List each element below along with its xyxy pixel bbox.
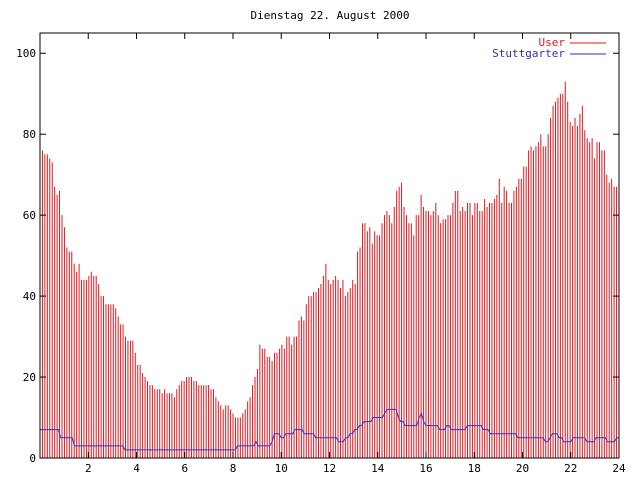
y-tick-label: 80 — [23, 128, 36, 141]
x-tick-label: 24 — [612, 462, 626, 475]
y-tick-label: 100 — [16, 47, 36, 60]
x-tick-label: 6 — [181, 462, 188, 475]
legend-label-user: User — [539, 36, 566, 49]
x-tick-label: 18 — [468, 462, 481, 475]
x-tick-label: 20 — [516, 462, 529, 475]
chart-title: Dienstag 22. August 2000 — [251, 9, 410, 22]
x-tick-label: 22 — [564, 462, 577, 475]
plot-frame — [39, 32, 620, 459]
x-axis: 2 4 6 8 10 12 14 16 18 20 22 24 — [85, 33, 626, 475]
x-tick-label: 4 — [133, 462, 140, 475]
legend-label-stuttgarter: Stuttgarter — [492, 47, 565, 60]
x-tick-label: 8 — [230, 462, 237, 475]
x-tick-label: 10 — [275, 462, 288, 475]
y-tick-label: 40 — [23, 290, 36, 303]
x-tick-label: 16 — [419, 462, 432, 475]
stuttgarter-line — [40, 408, 619, 451]
stuttgarter-series — [40, 408, 619, 451]
x-tick-label: 12 — [323, 462, 336, 475]
y-tick-label: 0 — [29, 452, 36, 465]
x-tick-label: 2 — [85, 462, 92, 475]
y-tick-label: 20 — [23, 371, 36, 384]
user-series — [39, 81, 620, 458]
y-tick-label: 60 — [23, 209, 36, 222]
legend: User Stuttgarter — [492, 36, 606, 60]
y-axis: 0 20 40 60 80 100 — [16, 47, 619, 465]
x-tick-label: 14 — [371, 462, 385, 475]
